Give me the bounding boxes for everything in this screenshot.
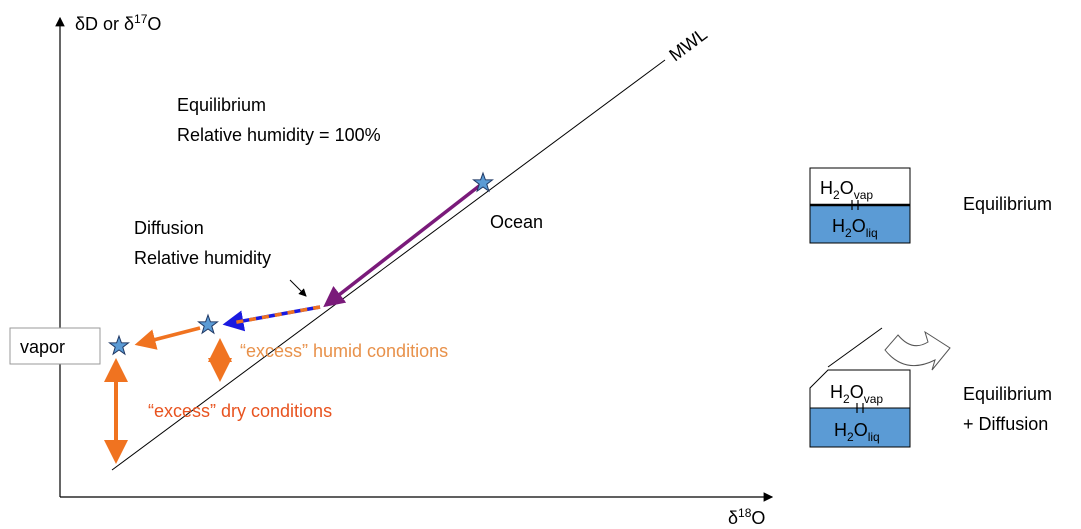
- star: [198, 314, 218, 334]
- humid-label: “excess” humid conditions: [240, 341, 448, 361]
- text: liq: [868, 430, 880, 444]
- text: O: [852, 216, 866, 236]
- text: Equilibrium: [963, 384, 1052, 404]
- text: 18: [738, 506, 752, 520]
- box-diffusion: H2Ovap H2Oliq Equilibrium + Diffusion: [809, 327, 1052, 448]
- svg-text:H2Ovap: H2Ovap: [830, 382, 883, 406]
- annotation: Relative humidity: [134, 248, 271, 268]
- annotation: Equilibrium: [177, 95, 266, 115]
- text: O: [147, 14, 161, 34]
- annotation: Relative humidity = 100%: [177, 125, 381, 145]
- curved-arrow: [884, 330, 951, 371]
- text: 2: [845, 226, 852, 240]
- pointer-arrow: [289, 279, 307, 297]
- text: O: [854, 420, 868, 440]
- mwl-line: [111, 59, 666, 471]
- text: 17: [134, 12, 148, 26]
- text: H: [834, 420, 847, 440]
- dry-label: “excess” dry conditions: [148, 401, 332, 421]
- mwl-label: MWL: [665, 24, 711, 65]
- diffusion-path-dash: [231, 305, 321, 325]
- axes: [55, 16, 774, 502]
- text: 2: [847, 430, 854, 444]
- text: liq: [866, 226, 878, 240]
- svg-text:H2Oliq: H2Oliq: [834, 420, 880, 444]
- annotation: Diffusion: [134, 218, 204, 238]
- vapor-box: [9, 327, 101, 365]
- vapor-star: [109, 335, 129, 355]
- text: vap: [864, 392, 884, 406]
- svg-text:H2Ovap: H2Ovap: [820, 178, 873, 202]
- svg-text:H2Oliq: H2Oliq: [832, 216, 878, 240]
- text: δ: [728, 508, 738, 528]
- text: 2: [843, 392, 850, 406]
- text: Equilibrium: [963, 194, 1052, 214]
- y-axis-label: δD or δ17O: [75, 12, 161, 34]
- x-axis-label: δ18O: [728, 506, 765, 528]
- text: + Diffusion: [963, 414, 1048, 434]
- text: H: [820, 178, 833, 198]
- box-equilibrium: H2Ovap H2Oliq Equilibrium: [809, 167, 1052, 244]
- vapor-path: [134, 326, 201, 350]
- text: O: [850, 382, 864, 402]
- text: vap: [854, 188, 874, 202]
- text: O: [840, 178, 854, 198]
- text: 2: [833, 188, 840, 202]
- vapor-label: vapor: [20, 337, 65, 357]
- ocean-label: Ocean: [490, 212, 543, 232]
- text: δD or δ: [75, 14, 134, 34]
- ocean-path: [323, 181, 485, 308]
- text: O: [751, 508, 765, 528]
- text: H: [830, 382, 843, 402]
- text: H: [832, 216, 845, 236]
